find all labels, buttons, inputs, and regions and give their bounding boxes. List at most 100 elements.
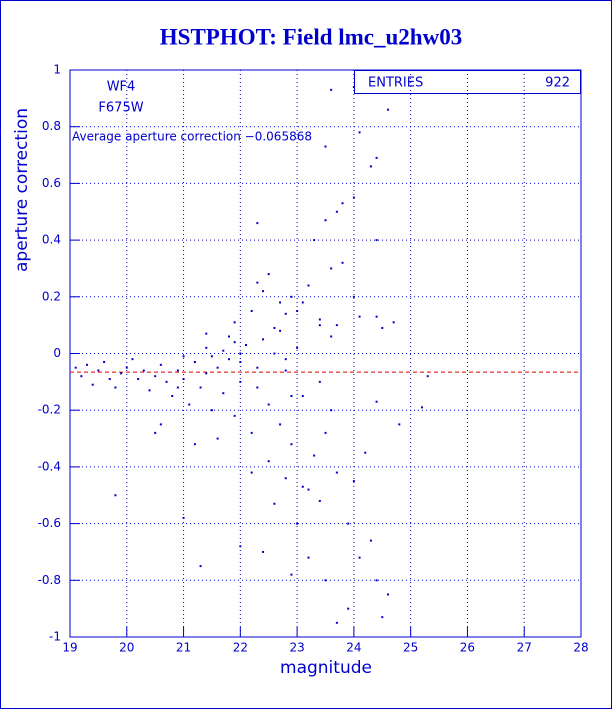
point: [256, 222, 259, 225]
point: [205, 332, 208, 335]
point: [398, 423, 401, 426]
point: [182, 378, 185, 381]
point: [296, 522, 299, 525]
point: [159, 423, 162, 426]
point: [256, 281, 259, 284]
point: [171, 395, 174, 398]
point: [421, 406, 424, 409]
point: [318, 324, 321, 327]
y-tick-label: 0.2: [42, 289, 61, 303]
point: [301, 395, 304, 398]
point: [273, 502, 276, 505]
x-tick-label: 22: [233, 641, 248, 655]
x-tick-label: 28: [573, 641, 588, 655]
y-tick-label: 0.6: [42, 176, 61, 190]
point: [307, 488, 310, 491]
point: [375, 315, 378, 318]
point: [273, 326, 276, 329]
point: [176, 386, 179, 389]
point: [245, 343, 248, 346]
point: [108, 378, 111, 381]
point: [199, 386, 202, 389]
point: [216, 437, 219, 440]
point: [324, 219, 327, 222]
x-tick-label: 23: [289, 641, 304, 655]
point: [80, 375, 83, 378]
annotation: F675W: [98, 101, 143, 116]
point: [250, 309, 253, 312]
point: [262, 338, 265, 341]
point: [352, 196, 355, 199]
point: [279, 423, 282, 426]
chart-title: HSTPHOT: Field lmc_u2hw03: [160, 24, 462, 49]
point: [369, 165, 372, 168]
point: [74, 366, 77, 369]
x-tick-label: 26: [460, 641, 475, 655]
point: [375, 579, 378, 582]
point: [103, 361, 106, 364]
point: [301, 301, 304, 304]
point: [324, 431, 327, 434]
point: [193, 361, 196, 364]
point: [369, 539, 372, 542]
point: [239, 545, 242, 548]
point: [97, 369, 100, 372]
point: [290, 573, 293, 576]
y-tick-label: -0.6: [38, 516, 61, 530]
x-tick-label: 19: [62, 641, 77, 655]
point: [301, 485, 304, 488]
point: [324, 579, 327, 582]
point: [210, 355, 213, 358]
point: [222, 349, 225, 352]
point: [347, 607, 350, 610]
point: [148, 389, 151, 392]
point: [256, 366, 259, 369]
x-axis-label: magnitude: [280, 658, 372, 678]
point: [386, 593, 389, 596]
point: [227, 335, 230, 338]
annotation: WF4: [107, 80, 136, 95]
point: [182, 355, 185, 358]
point: [210, 409, 213, 412]
point: [176, 369, 179, 372]
point: [233, 341, 236, 344]
point: [262, 290, 265, 293]
point: [307, 284, 310, 287]
point: [426, 375, 429, 378]
point: [313, 454, 316, 457]
x-tick-label: 27: [517, 641, 532, 655]
point: [114, 386, 117, 389]
point: [330, 267, 333, 270]
point: [137, 378, 140, 381]
point: [120, 372, 123, 375]
point: [131, 358, 134, 361]
x-tick-label: 21: [176, 641, 191, 655]
point: [262, 550, 265, 553]
point: [296, 309, 299, 312]
point: [193, 443, 196, 446]
x-tick-label: 20: [119, 641, 134, 655]
y-tick-label: 0: [53, 346, 61, 360]
point: [86, 363, 89, 366]
point: [352, 480, 355, 483]
point: [188, 403, 191, 406]
point: [233, 321, 236, 324]
point: [330, 409, 333, 412]
point: [335, 621, 338, 624]
point: [364, 451, 367, 454]
point: [233, 414, 236, 417]
point: [284, 369, 287, 372]
point: [205, 346, 208, 349]
y-axis-label: aperture correction: [12, 108, 32, 272]
point: [114, 494, 117, 497]
average-label: Average aperture correction −0.065868: [72, 130, 312, 144]
y-tick-label: -0.4: [38, 459, 61, 473]
point: [375, 400, 378, 403]
point: [313, 239, 316, 242]
point: [182, 516, 185, 519]
point: [250, 471, 253, 474]
point: [279, 301, 282, 304]
point: [154, 375, 157, 378]
x-tick-label: 24: [346, 641, 361, 655]
